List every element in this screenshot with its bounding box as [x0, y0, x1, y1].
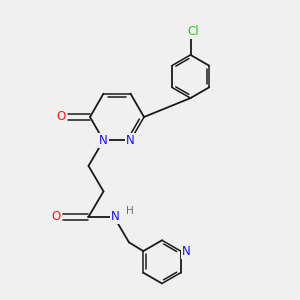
Text: Cl: Cl — [188, 25, 199, 38]
Text: N: N — [126, 134, 135, 147]
Text: O: O — [52, 210, 61, 224]
Text: N: N — [111, 210, 120, 224]
Text: H: H — [126, 206, 134, 217]
Text: O: O — [56, 110, 65, 124]
Text: N: N — [182, 244, 190, 258]
Text: N: N — [99, 134, 108, 147]
